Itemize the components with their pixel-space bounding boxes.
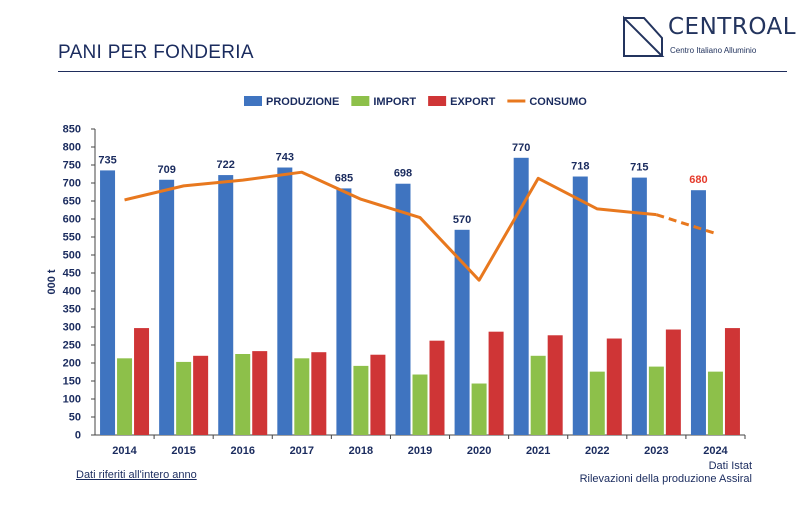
bar-import <box>117 358 133 435</box>
y-tick-label: 400 <box>63 286 81 298</box>
logo-subtitle: Centro Italiano Alluminio <box>670 46 757 55</box>
bar-export <box>724 328 740 435</box>
line-consumo-forecast <box>655 213 716 235</box>
y-tick-label: 550 <box>63 232 81 244</box>
bar-produzione <box>336 188 352 435</box>
data-label: 722 <box>217 159 235 171</box>
y-tick-label: 500 <box>63 250 81 262</box>
x-tick-label: 2021 <box>526 445 550 457</box>
y-tick-label: 600 <box>63 214 81 226</box>
bar-export <box>488 331 504 435</box>
x-tick-label: 2014 <box>112 445 137 457</box>
x-tick-label: 2017 <box>290 445 314 457</box>
bar-import <box>235 354 251 435</box>
data-label: 685 <box>335 172 353 184</box>
x-tick-label: 2018 <box>349 445 373 457</box>
bar-produzione <box>513 157 529 436</box>
bar-export <box>665 329 681 435</box>
bar-import <box>176 361 192 435</box>
footnote-source-assiral: Rilevazioni della produzione Assiral <box>579 473 752 485</box>
y-tick-label: 250 <box>63 340 81 352</box>
bar-produzione <box>690 190 706 435</box>
bar-produzione <box>100 170 116 435</box>
x-tick-label: 2024 <box>703 445 728 457</box>
bar-import <box>294 358 310 435</box>
bar-export <box>429 340 445 435</box>
bar-produzione <box>572 176 588 435</box>
line-consumo <box>124 170 657 282</box>
bar-export <box>547 335 563 435</box>
bar-export <box>134 328 150 435</box>
y-tick-label: 800 <box>63 142 81 154</box>
x-tick-label: 2015 <box>171 445 195 457</box>
legend-label-produzione: PRODUZIONE <box>266 96 339 108</box>
x-tick-label: 2022 <box>585 445 609 457</box>
legend-swatch-produzione <box>244 96 262 106</box>
centroal-logo: CENTROAL Centro Italiano Alluminio <box>618 12 796 62</box>
data-label: 680 <box>689 174 707 186</box>
data-label: 735 <box>98 154 116 166</box>
bar-import <box>471 383 487 435</box>
bar-import <box>707 371 723 435</box>
y-tick-label: 700 <box>63 178 81 190</box>
y-tick-label: 300 <box>63 322 81 334</box>
chart: 0 50 100 150 200 250 300 350 400 450 500 550 600 650 7… <box>46 96 746 457</box>
bar-export <box>311 352 327 435</box>
data-label: 570 <box>453 214 471 226</box>
y-tick-label: 200 <box>63 358 81 370</box>
legend-label-import: IMPORT <box>373 96 416 108</box>
bar-import <box>412 374 428 435</box>
y-tick-label: 750 <box>63 160 81 172</box>
bar-produzione <box>159 179 175 435</box>
data-label: 709 <box>157 164 175 176</box>
logo-mark-icon <box>623 15 665 57</box>
legend-label-consumo: CONSUMO <box>529 96 587 108</box>
y-tick-label: 350 <box>63 304 81 316</box>
bar-export <box>370 354 386 435</box>
title-underline <box>58 71 787 72</box>
bar-produzione <box>631 177 647 435</box>
data-label: 718 <box>571 161 589 173</box>
bar-produzione <box>395 183 411 435</box>
footnote-sources: Dati Istat Rilevazioni della produzione … <box>580 460 752 486</box>
data-label: 715 <box>630 162 648 174</box>
bar-export <box>193 355 209 435</box>
x-tick-label: 2019 <box>408 445 432 457</box>
y-tick-label: 850 <box>63 124 81 136</box>
bar-import <box>530 355 546 435</box>
data-label: 698 <box>394 168 412 180</box>
y-tick-label: 150 <box>63 376 81 388</box>
legend-swatch-export <box>428 96 447 106</box>
bar-import <box>353 365 369 435</box>
x-tick-label: 2016 <box>230 445 254 457</box>
y-tick-label: 50 <box>69 412 81 424</box>
legend-swatch-import <box>351 96 370 106</box>
bar-import <box>589 371 605 435</box>
bar-produzione <box>454 229 470 435</box>
y-axis-label: 000 t <box>46 269 58 294</box>
y-tick-label: 0 <box>75 430 81 442</box>
footnote-source-istat: Dati Istat <box>708 460 752 472</box>
bar-produzione <box>277 167 293 435</box>
data-label: 770 <box>512 142 530 154</box>
x-tick-label: 2020 <box>467 445 491 457</box>
footnote-period: Dati riferiti all'intero anno <box>76 469 197 481</box>
y-tick-label: 650 <box>63 196 81 208</box>
page-title: PANI PER FONDERIA <box>58 42 254 63</box>
bar-produzione <box>218 175 234 435</box>
data-label: 743 <box>276 152 294 164</box>
y-tick-label: 450 <box>63 268 81 280</box>
y-tick-label: 100 <box>63 394 81 406</box>
legend-label-export: EXPORT <box>450 96 496 108</box>
bar-export <box>252 351 268 435</box>
bar-import <box>648 366 664 435</box>
bar-export <box>606 338 622 435</box>
logo-name: CENTROAL <box>668 14 797 40</box>
x-tick-label: 2023 <box>644 445 668 457</box>
